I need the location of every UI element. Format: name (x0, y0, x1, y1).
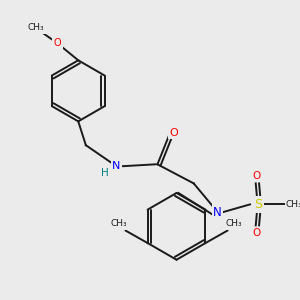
Text: N: N (213, 206, 222, 218)
Text: O: O (253, 228, 261, 238)
Text: CH₃: CH₃ (286, 200, 300, 209)
Text: N: N (112, 161, 121, 171)
Text: S: S (254, 198, 262, 211)
Text: O: O (53, 38, 61, 48)
Text: H: H (101, 168, 109, 178)
Text: CH₃: CH₃ (226, 220, 242, 229)
Text: CH₃: CH₃ (28, 23, 45, 32)
Text: O: O (169, 128, 178, 138)
Text: O: O (253, 171, 261, 181)
Text: CH₃: CH₃ (111, 220, 127, 229)
